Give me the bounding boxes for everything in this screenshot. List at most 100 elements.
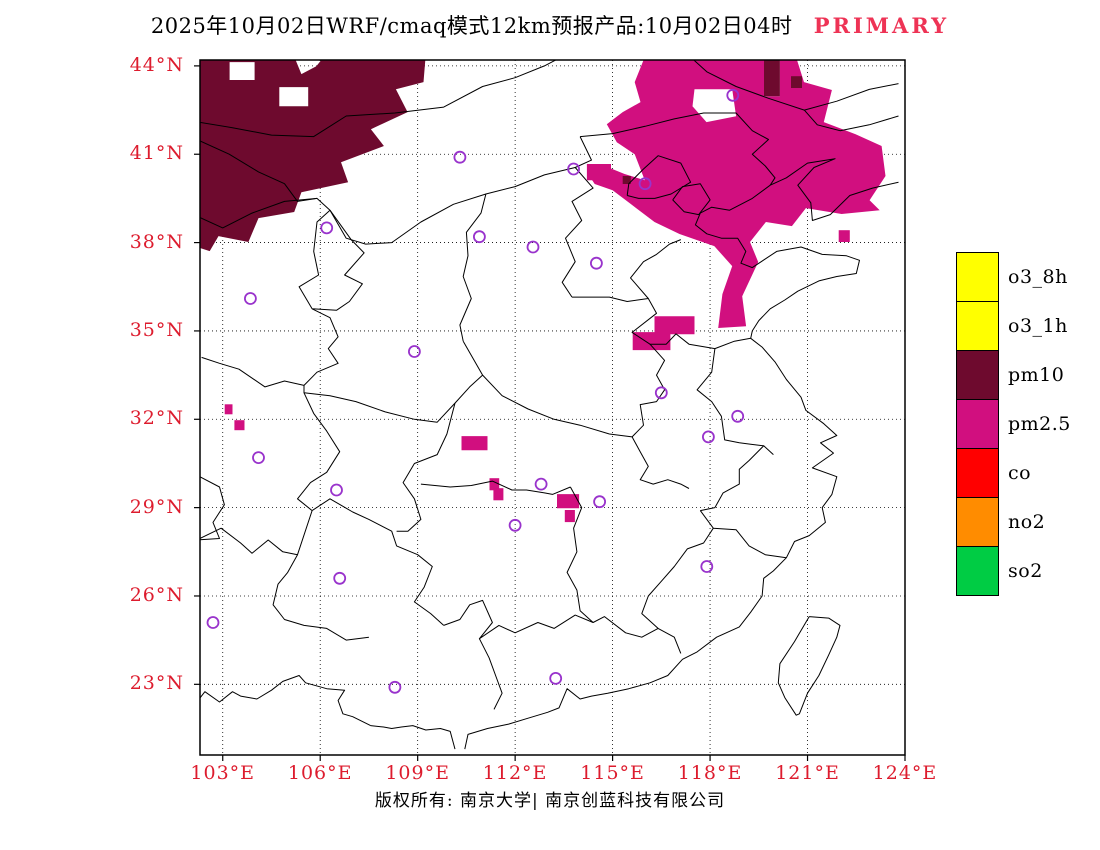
- legend-label: no2: [1008, 511, 1046, 533]
- boundary-greatwall-north: [200, 167, 576, 245]
- station-marker: [702, 430, 715, 444]
- boundary-yunnan-guangxi: [272, 554, 369, 641]
- legend-swatch-pm10: [956, 350, 999, 400]
- lat-tick-label: 32°N: [129, 407, 184, 430]
- lon-tick-label: 118°E: [677, 762, 743, 784]
- station-marker: [244, 292, 257, 305]
- lon-tick-label: 106°E: [287, 762, 353, 784]
- lat-tick-label: 44°N: [129, 53, 184, 76]
- copyright-footer: 版权所有: 南京大学| 南京创蓝科技有限公司: [374, 791, 726, 811]
- lat-tick-label: 26°N: [129, 583, 184, 606]
- legend-label: pm10: [1008, 364, 1065, 386]
- region-clear-gap-2: [279, 87, 309, 107]
- station-marker: [549, 672, 563, 685]
- lat-tick-label: 38°N: [129, 230, 184, 253]
- boundary-gansu-innermongolia: [200, 140, 318, 202]
- station-marker: [654, 386, 668, 400]
- boundary-hebei-liaoning: [580, 112, 776, 186]
- region-pm10-stripe-northeast: [764, 60, 780, 97]
- region-pm25-patch-hubei-west: [461, 436, 488, 451]
- station-marker: [472, 230, 486, 244]
- lon-tick-label: 109°E: [385, 762, 450, 784]
- legend-label: o3_1h: [1008, 315, 1068, 337]
- pollution-regions: [200, 60, 886, 523]
- lon-tick-label: 121°E: [775, 762, 840, 784]
- title-primary-badge: PRIMARY: [813, 13, 950, 38]
- boundary-shanxi-shaanxi: [459, 193, 487, 342]
- station-marker: [508, 518, 522, 532]
- lon-tick-label: 103°E: [190, 762, 256, 784]
- lon-tick-label: 124°E: [872, 762, 938, 784]
- map-inner: [200, 60, 905, 755]
- station-marker: [206, 616, 220, 629]
- axis-ticks: [194, 65, 906, 761]
- station-marker: [526, 240, 540, 254]
- lat-tick-label: 35°N: [129, 318, 184, 341]
- boundary-hebei-shandong: [572, 239, 681, 302]
- legend-item-pm10: pm10: [956, 350, 1071, 400]
- legend-label: o3_8h: [1008, 266, 1068, 288]
- station-marker: [726, 88, 740, 102]
- lat-tick-label: 23°N: [129, 672, 184, 695]
- lat-tick-label: 41°N: [129, 142, 184, 165]
- plot-border: [199, 59, 906, 756]
- region-pm25-patch-dongting: [557, 494, 580, 509]
- legend: o3_8h o3_1h pm10 pm2.5 co no2 so2: [956, 252, 1071, 596]
- legend-swatch-so2: [956, 546, 999, 596]
- boundary-beijing: [626, 155, 692, 199]
- boundary-henan-anhui: [631, 343, 666, 438]
- station-marker: [252, 451, 265, 465]
- map-plot: [190, 50, 915, 765]
- station-marker: [567, 162, 581, 176]
- legend-swatch-pm2.5: [956, 399, 999, 449]
- boundary-guangxi-coast: [370, 725, 456, 750]
- station-marker: [534, 477, 548, 491]
- boundary-zhejiang-fujian: [699, 510, 787, 559]
- boundary-tianjin: [672, 183, 711, 216]
- boundary-vietnam-border: [200, 675, 371, 727]
- boundary-chongqing-east: [396, 402, 456, 532]
- region-pm25-spot-yichang-2: [493, 488, 504, 501]
- legend-item-o3_8h: o3_8h: [956, 252, 1071, 302]
- boundary-jiangsu-anhui: [696, 348, 774, 455]
- map-canvas: [194, 59, 906, 761]
- region-pm10-northwest: [200, 60, 426, 252]
- region-pm10-spot-northeast: [791, 76, 802, 88]
- legend-item-co: co: [956, 448, 1071, 498]
- boundary-hubei-jiangxi-anhui: [631, 436, 690, 489]
- station-marker: [638, 177, 652, 191]
- boundary-fujian-jiangxi: [641, 527, 714, 629]
- legend-item-pm2.5: pm2.5: [956, 399, 1071, 449]
- boundary-guizhou-border: [311, 498, 445, 626]
- station-marker: [333, 571, 347, 585]
- boundary-hunan-jiangxi: [566, 486, 594, 623]
- region-pm25-spot-sichuan-2: [234, 420, 245, 431]
- boundary-mongolia-border: [200, 60, 557, 138]
- legend-swatch-o3_8h: [956, 252, 999, 302]
- station-markers: [206, 88, 745, 694]
- station-marker: [388, 680, 402, 694]
- station-marker: [453, 150, 467, 164]
- region-pm25-spot-bohai: [838, 230, 850, 242]
- station-marker: [731, 409, 745, 423]
- lon-tick-label: 115°E: [580, 762, 645, 784]
- boundary-shandong-south: [631, 298, 751, 350]
- boundary-guangxi-guangdong: [478, 638, 503, 710]
- boundary-nanling-ridge: [443, 599, 682, 654]
- station-marker: [407, 345, 421, 358]
- province-boundaries: [200, 60, 899, 750]
- region-pm25-northeast: [586, 60, 886, 328]
- region-pm25-patch-shandong-henan: [632, 316, 695, 351]
- legend-item-o3_1h: o3_1h: [956, 301, 1071, 351]
- region-pm10-spot-hebei: [622, 176, 631, 184]
- boundary-shanxi-hebei: [561, 136, 594, 298]
- boundary-gansu-south: [201, 308, 339, 388]
- boundary-coastline: [464, 158, 899, 750]
- lat-tick-label: 29°N: [129, 495, 184, 518]
- boundary-hubei-hunan: [420, 480, 571, 495]
- region-clear-gap-1: [229, 62, 255, 80]
- boundary-zhejiang-anhui-jiangxi: [700, 445, 765, 512]
- grid-lines: [200, 60, 905, 755]
- title-text: 2025年10月02日WRF/cmaq模式12km预报产品:10月02日04时: [150, 14, 793, 38]
